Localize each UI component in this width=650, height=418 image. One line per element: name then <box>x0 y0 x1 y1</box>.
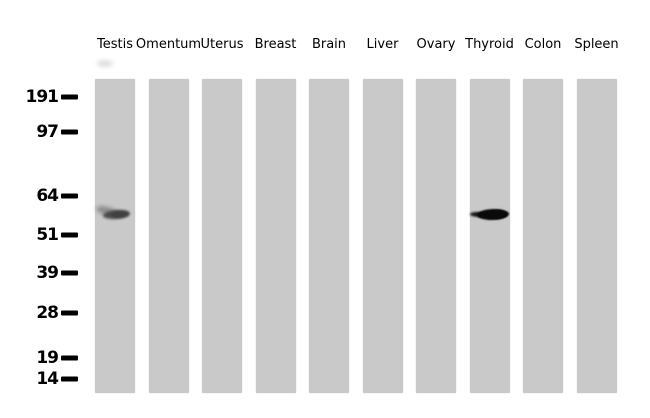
lane-label-spleen: Spleen <box>574 37 619 52</box>
marker-tick-14kda <box>61 376 78 382</box>
lane-label-breast: Breast <box>254 37 297 52</box>
lane-label-liver: Liver <box>366 37 399 52</box>
marker-tick-39kda <box>61 270 78 276</box>
marker-number-39kda: 39 <box>36 263 59 283</box>
marker-number-97kda: 97 <box>36 122 59 142</box>
lane-label-testis: Testis <box>97 37 133 52</box>
marker-tick-191kda <box>61 94 78 100</box>
marker-tick-51kda <box>61 232 78 238</box>
lane-strip-colon <box>523 79 563 393</box>
lane-label-colon: Colon <box>524 37 562 52</box>
marker-tick-28kda <box>61 310 78 316</box>
band-blob <box>110 210 130 219</box>
marker-number-64kda: 64 <box>36 186 59 206</box>
lane-strip-brain <box>309 79 349 393</box>
marker-tick-19kda <box>61 355 78 361</box>
marker-number-28kda: 28 <box>36 303 59 323</box>
band-blob <box>488 210 507 219</box>
lane-strip-spleen <box>576 79 617 393</box>
marker-number-51kda: 51 <box>36 225 59 245</box>
smudge-artifact <box>97 60 113 67</box>
lane-label-uterus: Uterus <box>200 37 244 52</box>
marker-tick-97kda <box>61 129 78 135</box>
lane-strip-testis <box>95 79 135 393</box>
lane-strip-ovary <box>416 79 456 393</box>
protein-band-testis <box>95 204 134 222</box>
marker-number-191kda: 191 <box>25 87 59 107</box>
lane-strip-thyroid <box>469 79 510 393</box>
protein-band-thyroid <box>469 206 510 221</box>
lane-label-thyroid: Thyroid <box>465 37 514 52</box>
lane-strip-omentum <box>148 79 189 393</box>
marker-tick-64kda <box>61 193 78 199</box>
lane-label-brain: Brain <box>311 37 347 52</box>
lane-strip-liver <box>362 79 403 393</box>
lane-strip-breast <box>255 79 296 393</box>
lane-strip-uterus <box>202 79 242 393</box>
lane-label-omentum: Omentum <box>135 37 202 52</box>
lane-label-ovary: Ovary <box>416 37 456 52</box>
marker-number-19kda: 19 <box>36 348 59 368</box>
marker-number-14kda: 14 <box>36 369 59 389</box>
